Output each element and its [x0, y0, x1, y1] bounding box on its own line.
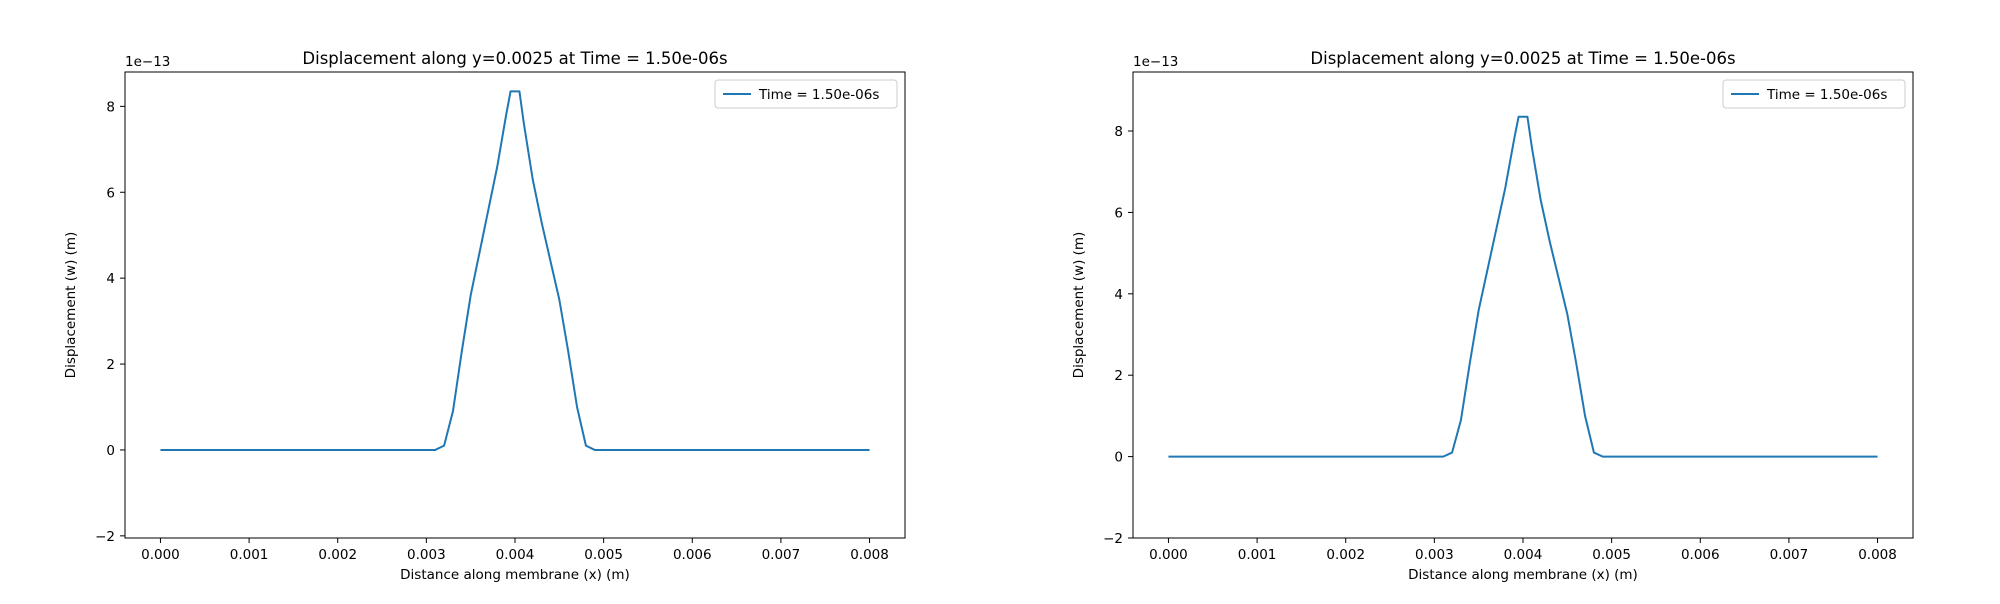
y-tick-label: 4	[1114, 287, 1123, 303]
y-tick-label: −2	[1103, 531, 1123, 547]
legend-box	[1722, 79, 1906, 109]
y-tick-label: 2	[106, 357, 115, 373]
legend-box	[714, 79, 898, 109]
series-line-1	[1168, 115, 1878, 458]
x-tick-label: 0.003	[407, 547, 446, 563]
x-tick-label: 0.003	[1415, 547, 1454, 563]
chart-1: Displacement along y=0.0025 at Time = 1.…	[63, 49, 906, 583]
x-tick-label: 0.006	[673, 547, 712, 563]
y-tick-label: 2	[1114, 368, 1123, 384]
x-tick-label: 0.008	[1858, 547, 1897, 563]
y-tick-label: 6	[1114, 205, 1123, 221]
x-tick-label: 0.007	[1770, 547, 1809, 563]
chart-title: Displacement along y=0.0025 at Time = 1.…	[1310, 49, 1735, 68]
chart-title: Displacement along y=0.0025 at Time = 1.…	[302, 49, 727, 68]
legend-entry-label: Time = 1.50e-06s	[758, 87, 879, 103]
x-tick-label: 0.000	[141, 547, 180, 563]
x-tick-label: 0.001	[230, 547, 269, 563]
y-axis-label: Displacement (w) (m)	[1071, 232, 1087, 379]
legend: Time = 1.50e-06s	[714, 79, 898, 109]
y-tick-label: 4	[106, 271, 115, 287]
x-tick-label: 0.002	[318, 547, 357, 563]
x-tick-label: 0.007	[762, 547, 801, 563]
chart-2: Displacement along y=0.0025 at Time = 1.…	[1071, 49, 1914, 583]
x-axis-label: Distance along membrane (x) (m)	[400, 567, 630, 583]
x-tick-label: 0.004	[1504, 547, 1543, 563]
x-tick-label: 0.005	[1592, 547, 1631, 563]
x-tick-label: 0.008	[850, 547, 889, 563]
x-tick-label: 0.004	[496, 547, 535, 563]
x-tick-label: 0.001	[1238, 547, 1277, 563]
y-tick-label: −2	[95, 529, 115, 545]
legend-entry-label: Time = 1.50e-06s	[1766, 87, 1887, 103]
x-tick-label: 0.000	[1149, 547, 1188, 563]
legend: Time = 1.50e-06s	[1722, 79, 1906, 109]
x-tick-label: 0.006	[1681, 547, 1720, 563]
y-axis-label: Displacement (w) (m)	[63, 232, 79, 379]
y-tick-label: 8	[106, 99, 115, 115]
series-line-1	[160, 90, 870, 451]
plot-frame	[124, 71, 906, 539]
x-tick-label: 0.005	[584, 547, 623, 563]
y-tick-label: 0	[1114, 450, 1123, 466]
axis-offset-label: 1e−13	[1133, 54, 1178, 70]
y-tick-label: 8	[1114, 124, 1123, 140]
plot-frame	[1132, 71, 1914, 539]
axis-offset-label: 1e−13	[125, 54, 170, 70]
x-tick-label: 0.002	[1326, 547, 1365, 563]
x-axis-label: Distance along membrane (x) (m)	[1408, 567, 1638, 583]
y-tick-label: 6	[106, 185, 115, 201]
y-tick-label: 0	[106, 443, 115, 459]
